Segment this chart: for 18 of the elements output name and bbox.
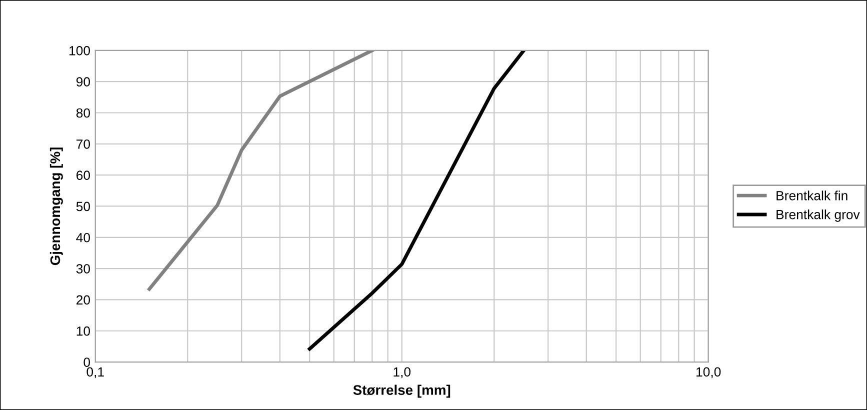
y-tick-label: 10	[76, 326, 90, 336]
x-tick-label: 1,0	[394, 367, 411, 378]
y-tick-label: 60	[76, 170, 90, 180]
y-axis-title: Gjennomgang [%]	[50, 148, 63, 266]
y-tick-label: 100	[70, 46, 90, 56]
x-tick-label: 10,0	[696, 367, 721, 378]
y-tick-label: 90	[76, 77, 90, 86]
y-tick-label: 50	[76, 202, 90, 212]
y-tick-label: 0	[84, 358, 90, 367]
x-tick-label: 0,1	[86, 367, 104, 378]
legend-label: Brentkalk fin	[776, 190, 848, 200]
legend-label: Brentkalk grov	[776, 210, 860, 222]
y-tick-label: 20	[76, 295, 90, 305]
y-tick-label: 70	[76, 139, 90, 149]
y-tick-label: 40	[76, 232, 90, 242]
y-tick-label: 30	[76, 264, 90, 274]
y-tick-label: 80	[76, 108, 90, 118]
x-axis-title: Størrelse [mm]	[353, 384, 450, 398]
